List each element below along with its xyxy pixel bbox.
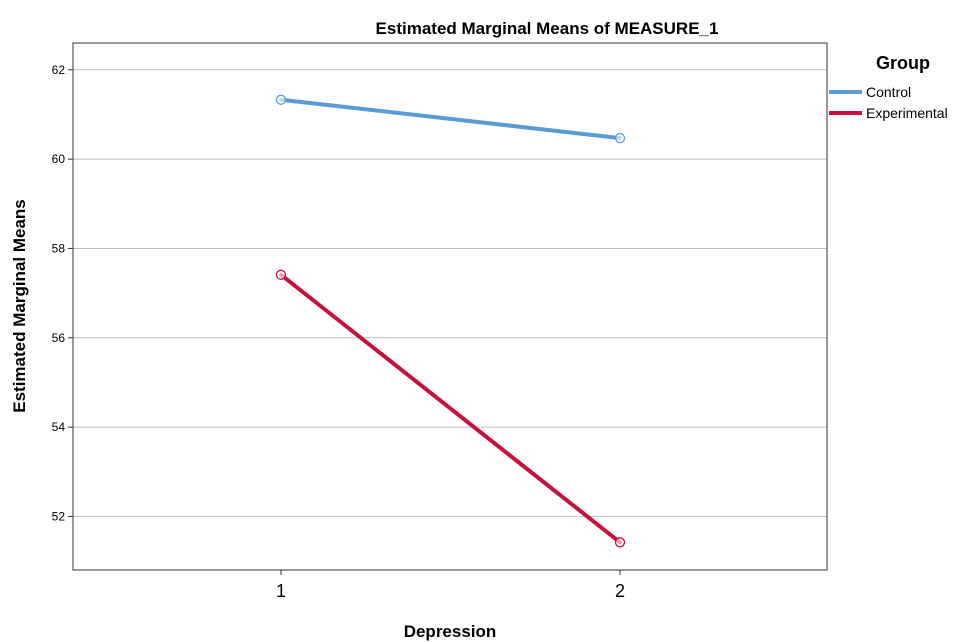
y-tick-label-62: 62 <box>52 63 66 77</box>
data-point-experimental-1 <box>275 269 287 280</box>
legend: Group Control Experimental <box>829 53 948 121</box>
data-point-control-2 <box>614 132 626 144</box>
y-tick-label-54: 54 <box>52 420 66 434</box>
grid-lines <box>73 69 827 517</box>
y-axis-label: Estimated Marginal Means <box>10 199 29 413</box>
chart-title: Estimated Marginal Means of MEASURE_1 <box>376 19 719 38</box>
legend-title: Group <box>876 53 930 73</box>
x-tick-label-2: 2 <box>615 581 625 601</box>
series-line-experimental <box>279 272 622 545</box>
data-point-control-1 <box>275 94 287 105</box>
x-axis-label: Depression <box>404 622 497 641</box>
y-tick-label-58: 58 <box>52 241 66 255</box>
plot-frame <box>72 42 828 571</box>
series-group <box>275 94 626 548</box>
series-line-control <box>279 97 622 141</box>
y-tick-label-60: 60 <box>52 152 66 166</box>
legend-label-experimental: Experimental <box>866 105 948 121</box>
y-tick-label-56: 56 <box>52 331 66 345</box>
y-ticks: 52 54 56 58 60 62 <box>52 63 73 523</box>
legend-label-control: Control <box>866 84 911 100</box>
x-tick-label-1: 1 <box>276 581 286 601</box>
y-tick-label-52: 52 <box>52 509 66 523</box>
data-point-experimental-2 <box>614 537 626 548</box>
